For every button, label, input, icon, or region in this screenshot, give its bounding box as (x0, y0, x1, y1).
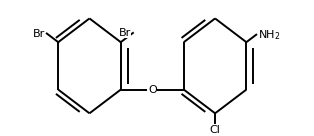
Text: Br: Br (33, 29, 45, 38)
Text: Br: Br (119, 28, 131, 38)
Text: O: O (148, 85, 157, 95)
Text: Cl: Cl (210, 125, 220, 135)
Text: NH$_2$: NH$_2$ (258, 28, 280, 42)
